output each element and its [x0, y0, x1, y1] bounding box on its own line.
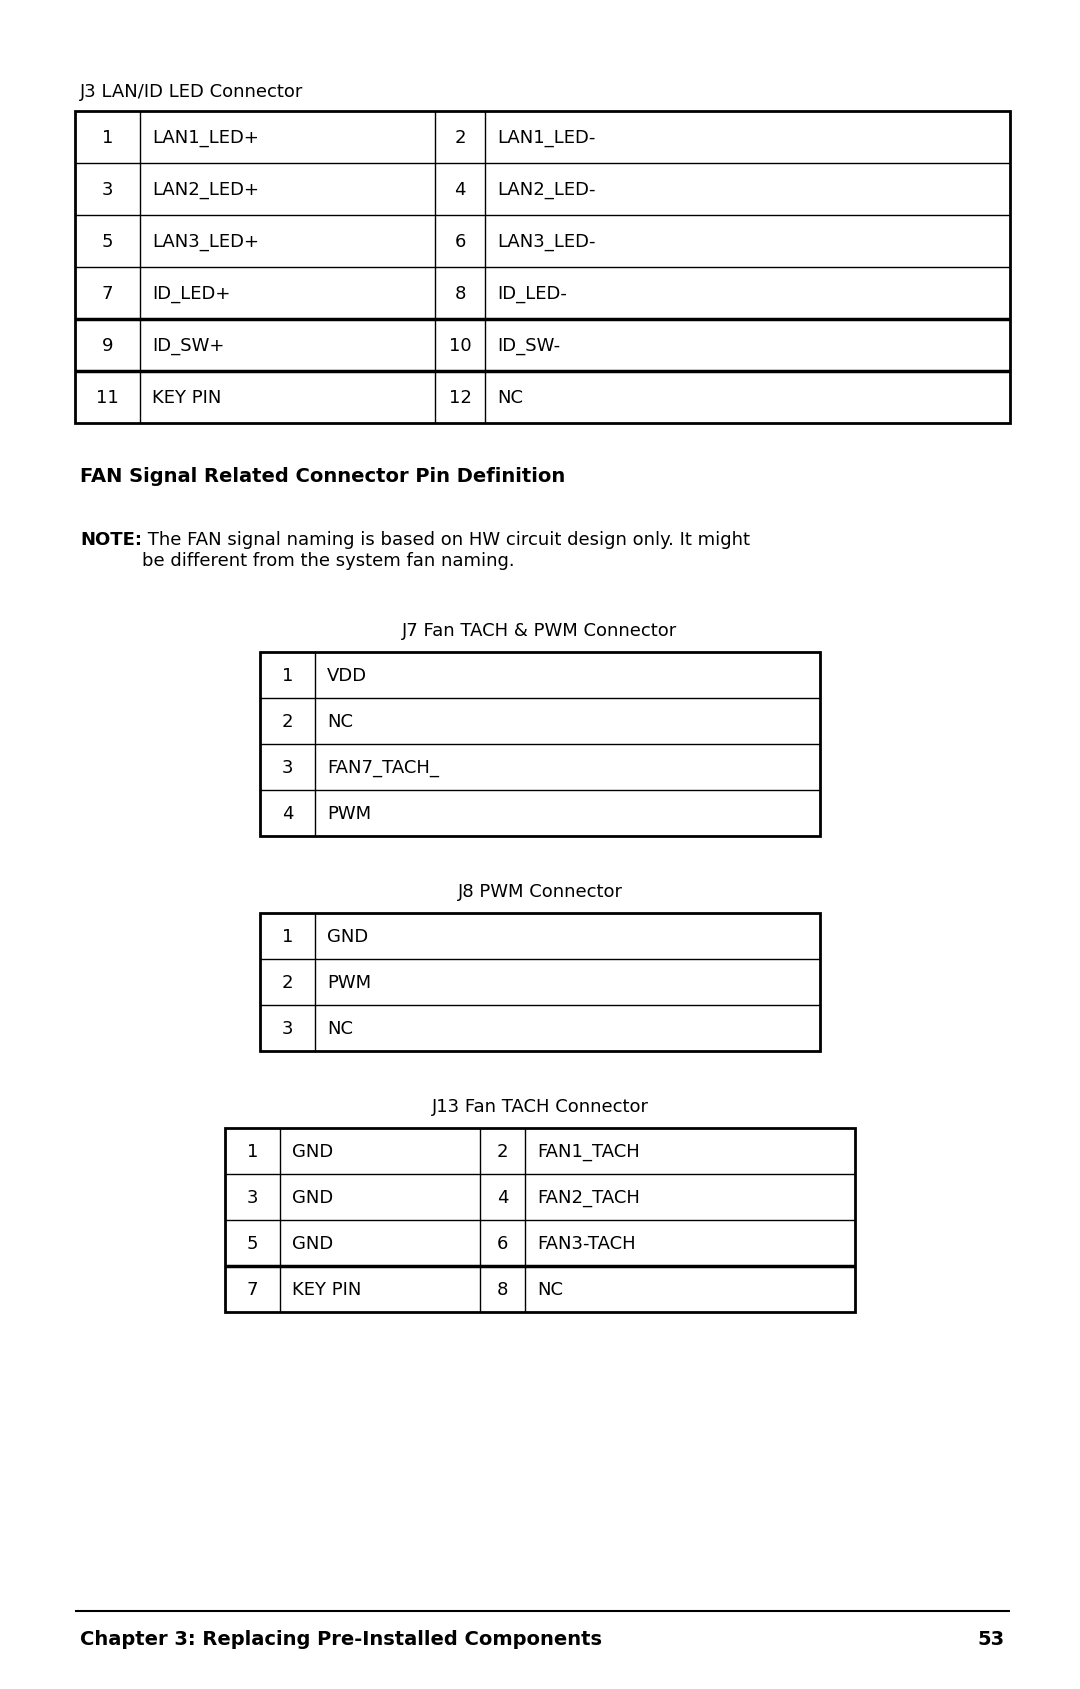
Text: Chapter 3: Replacing Pre-Installed Components: Chapter 3: Replacing Pre-Installed Compo… [80, 1630, 602, 1648]
Text: LAN3_LED-: LAN3_LED- [497, 233, 595, 252]
Bar [75, 111, 1010, 424]
Text: ID_SW-: ID_SW- [497, 336, 561, 355]
Text: LAN1_LED+: LAN1_LED+ [152, 128, 259, 147]
Text: NC: NC [537, 1280, 563, 1299]
Text: J3 LAN/ID LED Connector: J3 LAN/ID LED Connector [80, 83, 303, 101]
Text: NC: NC [327, 713, 353, 731]
Text: 10: 10 [448, 336, 471, 355]
Text: 9: 9 [102, 336, 113, 355]
Text: FAN2_TACH: FAN2_TACH [537, 1189, 639, 1206]
Text: 3: 3 [282, 758, 294, 777]
Text: 3: 3 [246, 1189, 258, 1206]
Text: FAN3-TACH: FAN3-TACH [537, 1235, 636, 1252]
Text: ID_LED+: ID_LED+ [152, 285, 230, 302]
Text: NC: NC [327, 1020, 353, 1037]
Text: PWM: PWM [327, 804, 372, 823]
Text: 3: 3 [102, 181, 113, 199]
Text: 1: 1 [282, 667, 293, 684]
Text: 8: 8 [455, 285, 465, 302]
Bar [260, 652, 820, 836]
Text: VDD: VDD [327, 667, 367, 684]
Text: 2: 2 [497, 1142, 509, 1160]
Text: 2: 2 [282, 713, 294, 731]
Text: KEY PIN: KEY PIN [292, 1280, 362, 1299]
Text: LAN2_LED+: LAN2_LED+ [152, 181, 259, 199]
Text: 1: 1 [247, 1142, 258, 1160]
Text: KEY PIN: KEY PIN [152, 388, 221, 407]
Text: 8: 8 [497, 1280, 509, 1299]
Text: 4: 4 [497, 1189, 509, 1206]
Text: FAN7_TACH_: FAN7_TACH_ [327, 758, 438, 777]
Text: NOTE:: NOTE: [80, 530, 141, 549]
Text: 5: 5 [246, 1235, 258, 1252]
Text: FAN Signal Related Connector Pin Definition: FAN Signal Related Connector Pin Definit… [80, 466, 565, 485]
Bar [260, 914, 820, 1051]
Bar [225, 1128, 855, 1312]
Text: GND: GND [292, 1142, 334, 1160]
Text: GND: GND [327, 927, 368, 946]
Text: 4: 4 [282, 804, 294, 823]
Text: PWM: PWM [327, 973, 372, 991]
Text: 6: 6 [455, 233, 465, 252]
Text: 53: 53 [977, 1630, 1005, 1648]
Text: 4: 4 [455, 181, 465, 199]
Text: J7 Fan TACH & PWM Connector: J7 Fan TACH & PWM Connector [403, 622, 677, 640]
Text: LAN1_LED-: LAN1_LED- [497, 128, 595, 147]
Text: 11: 11 [96, 388, 119, 407]
Text: 6: 6 [497, 1235, 509, 1252]
Text: LAN2_LED-: LAN2_LED- [497, 181, 595, 199]
Text: 12: 12 [448, 388, 472, 407]
Text: 7: 7 [102, 285, 113, 302]
Text: ID_LED-: ID_LED- [497, 285, 567, 302]
Text: 5: 5 [102, 233, 113, 252]
Text: ID_SW+: ID_SW+ [152, 336, 225, 355]
Text: 7: 7 [246, 1280, 258, 1299]
Text: GND: GND [292, 1235, 334, 1252]
Text: The FAN signal naming is based on HW circuit design only. It might
be different : The FAN signal naming is based on HW cir… [141, 530, 750, 569]
Text: FAN1_TACH: FAN1_TACH [537, 1142, 639, 1160]
Text: LAN3_LED+: LAN3_LED+ [152, 233, 259, 252]
Text: 1: 1 [102, 128, 113, 147]
Text: 2: 2 [455, 128, 465, 147]
Text: 1: 1 [282, 927, 293, 946]
Text: NC: NC [497, 388, 523, 407]
Text: 2: 2 [282, 973, 294, 991]
Text: 3: 3 [282, 1020, 294, 1037]
Text: GND: GND [292, 1189, 334, 1206]
Text: J13 Fan TACH Connector: J13 Fan TACH Connector [432, 1098, 648, 1115]
Text: J8 PWM Connector: J8 PWM Connector [458, 882, 622, 900]
